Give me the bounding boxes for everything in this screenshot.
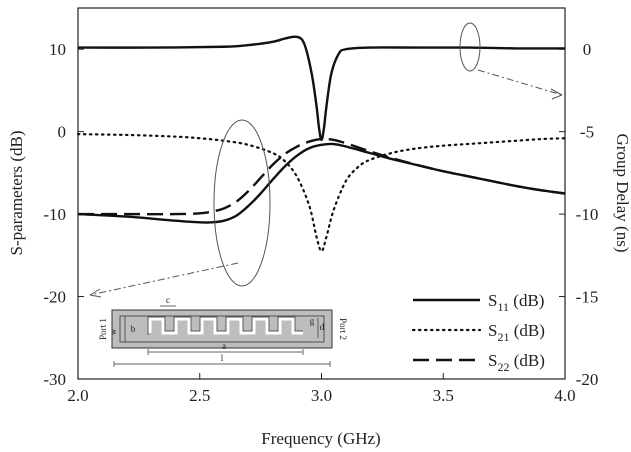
x-tick-label: 2.5	[189, 386, 210, 405]
y-tick-label: 0	[58, 123, 67, 142]
series-line-group-delay-ns	[77, 35, 566, 142]
series-line-s22-db	[78, 137, 566, 216]
y2-tick-label: -10	[576, 205, 599, 224]
inset-dim-c: c	[166, 295, 170, 305]
y-tick-label: -10	[43, 205, 66, 224]
inset-dim-g: g	[310, 316, 315, 326]
legend: S11 (dB) S21 (dB) S22 (dB)	[411, 291, 545, 374]
y2-axis-label: Group Delay (ns)	[613, 134, 631, 253]
y-axis-label: S-parameters (dB)	[7, 130, 26, 255]
series-layer	[76, 35, 567, 253]
y2-tick-label: -15	[576, 288, 599, 307]
axis-ticks: 2.0 2.5 3.0 3.5 4.0 -30 -20 -10 0 10 -20 -15 -10 -5 0	[43, 40, 598, 405]
left-axis-group-ellipse	[213, 119, 271, 287]
inset-schematic: Port 1 Port 2 c b w g d a l	[98, 295, 348, 367]
legend-label-s22: S22 (dB)	[488, 351, 545, 374]
inset-dim-w: w	[108, 328, 118, 335]
right-axis-group-ellipse	[459, 22, 481, 72]
left-axis-arrow	[89, 262, 239, 296]
inset-feed-strip	[119, 315, 325, 343]
y2-tick-label: -5	[580, 123, 594, 142]
annotation-layer	[89, 22, 563, 298]
inset-dim-b: b	[131, 324, 136, 334]
y-tick-label: -30	[43, 370, 66, 389]
right-axis-arrow	[477, 69, 563, 96]
x-tick-label: 3.5	[433, 386, 454, 405]
inset-port2-label: Port 2	[338, 318, 348, 340]
series-line-s21-db	[76, 133, 567, 253]
x-tick-label: 3.0	[311, 386, 332, 405]
x-tick-label: 2.0	[67, 386, 88, 405]
inset-dim-a: a	[222, 341, 226, 351]
y-tick-label: -20	[43, 288, 66, 307]
x-tick-label: 4.0	[554, 386, 575, 405]
legend-label-s21: S21 (dB)	[488, 321, 545, 344]
inset-dim-d: d	[320, 322, 325, 332]
inset-dimension-lines	[113, 305, 331, 367]
inset-dim-l: l	[221, 353, 224, 363]
left-axis-arrow-head	[89, 288, 102, 298]
legend-label-s11: S11 (dB)	[488, 291, 544, 314]
inset-meander-outline	[147, 316, 303, 335]
right-axis-arrow-head	[550, 88, 563, 100]
y2-tick-label: 0	[583, 40, 592, 59]
series-line-s11-db	[77, 142, 566, 224]
inset-port1-label: Port 1	[98, 318, 108, 340]
y-tick-label: 10	[49, 40, 66, 59]
x-axis-label: Frequency (GHz)	[261, 429, 380, 448]
y2-tick-label: -20	[576, 370, 599, 389]
inset-meander-line	[148, 317, 303, 335]
